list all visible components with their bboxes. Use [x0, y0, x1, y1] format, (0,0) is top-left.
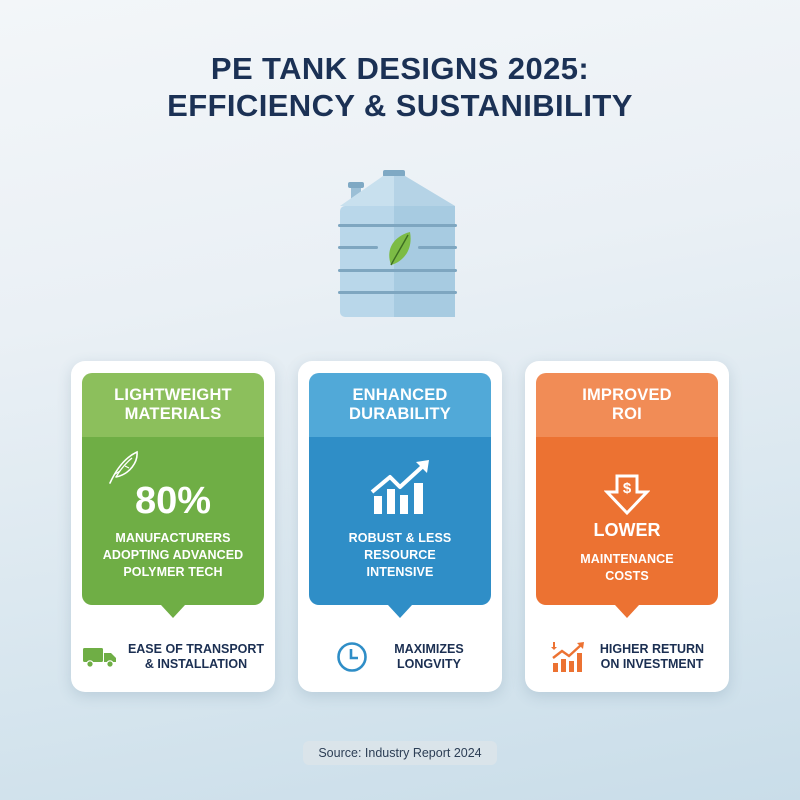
dollar-down-arrow-icon: $ — [604, 474, 650, 516]
card-title-line-2: MATERIALS — [124, 405, 222, 423]
footer-line: LONGVITY — [397, 657, 461, 671]
pointer-arrow — [161, 605, 185, 618]
footer-line: MAXIMIZES — [394, 642, 464, 656]
card-title-line-1: ENHANCED — [352, 386, 448, 404]
card-improved-roi: IMPROVED ROI $ LOWER MAINTENANCE COSTS — [525, 361, 729, 692]
card-footer: EASE OF TRANSPORT & INSTALLATION — [71, 637, 275, 677]
footer-text: MAXIMIZES LONGVITY — [394, 642, 463, 672]
card-title-line-2: DURABILITY — [349, 405, 451, 423]
stat-value: LOWER — [593, 520, 661, 540]
title-line-1: PE TANK DESIGNS 2025: — [210, 51, 590, 86]
card-header: ENHANCED DURABILITY — [309, 373, 491, 437]
footer-text: EASE OF TRANSPORT & INSTALLATION — [128, 642, 264, 672]
title-line-2: EFFICIENCY & SUSTANIBILITY — [167, 88, 633, 123]
card-header: LIGHTWEIGHT MATERIALS — [82, 373, 264, 437]
footer-text: HIGHER RETURN ON INVESTMENT — [600, 642, 704, 672]
footer-line: & INSTALLATION — [144, 657, 248, 671]
card-panel: LIGHTWEIGHT MATERIALS 80% MANUFACTURERS … — [82, 373, 264, 618]
clock-icon — [337, 642, 368, 672]
stat-description: MANUFACTURERS ADOPTING ADVANCED POLYMER … — [82, 530, 264, 581]
card-lightweight-materials: LIGHTWEIGHT MATERIALS 80% MANUFACTURERS … — [71, 361, 275, 692]
desc-line: ROBUST & LESS — [348, 531, 452, 545]
card-panel: ENHANCED DURABILITY ROBUST & LESS RESOUR… — [309, 373, 491, 618]
stat-description: MAINTENANCE COSTS — [536, 551, 718, 585]
card-footer: MAXIMIZES LONGVITY — [298, 637, 502, 677]
desc-line: INTENSIVE — [366, 565, 434, 579]
desc-line: ADOPTING ADVANCED — [102, 548, 244, 562]
page-title: PE TANK DESIGNS 2025: EFFICIENCY & SUSTA… — [0, 50, 800, 124]
card-title-line-2: ROI — [612, 405, 642, 423]
desc-line: MAINTENANCE — [580, 552, 674, 566]
card-enhanced-durability: ENHANCED DURABILITY ROBUST & LESS RESOUR… — [298, 361, 502, 692]
svg-text:$: $ — [623, 480, 632, 497]
card-title-line-1: LIGHTWEIGHT — [114, 386, 232, 404]
source-label: Source: Industry Report 2024 — [303, 741, 497, 765]
card-header: IMPROVED ROI — [536, 373, 718, 437]
roi-chart-icon — [550, 642, 584, 672]
desc-line: POLYMER TECH — [123, 565, 223, 579]
card-body: $ LOWER MAINTENANCE COSTS — [536, 437, 718, 605]
desc-line: MANUFACTURERS — [115, 531, 231, 545]
desc-line: RESOURCE — [364, 548, 436, 562]
footer-line: HIGHER RETURN — [599, 642, 705, 656]
card-panel: IMPROVED ROI $ LOWER MAINTENANCE COSTS — [536, 373, 718, 618]
pointer-arrow — [615, 605, 639, 618]
footer-line: ON INVESTMENT — [600, 657, 704, 671]
water-tank-with-leaf-icon — [338, 170, 457, 317]
card-description: ROBUST & LESS RESOURCE INTENSIVE — [309, 530, 491, 581]
card-body: 80% MANUFACTURERS ADOPTING ADVANCED POLY… — [82, 437, 264, 605]
card-title-line-1: IMPROVED — [582, 386, 672, 404]
pointer-arrow — [388, 605, 412, 618]
card-footer: HIGHER RETURN ON INVESTMENT — [525, 637, 729, 677]
footer-line: EASE OF TRANSPORT — [127, 642, 265, 656]
desc-line: COSTS — [605, 569, 649, 583]
stat-value: 80% — [134, 480, 212, 522]
card-body: ROBUST & LESS RESOURCE INTENSIVE — [309, 437, 491, 605]
truck-icon — [82, 648, 116, 668]
feather-icon — [109, 450, 138, 484]
growth-chart-icon — [370, 460, 429, 514]
